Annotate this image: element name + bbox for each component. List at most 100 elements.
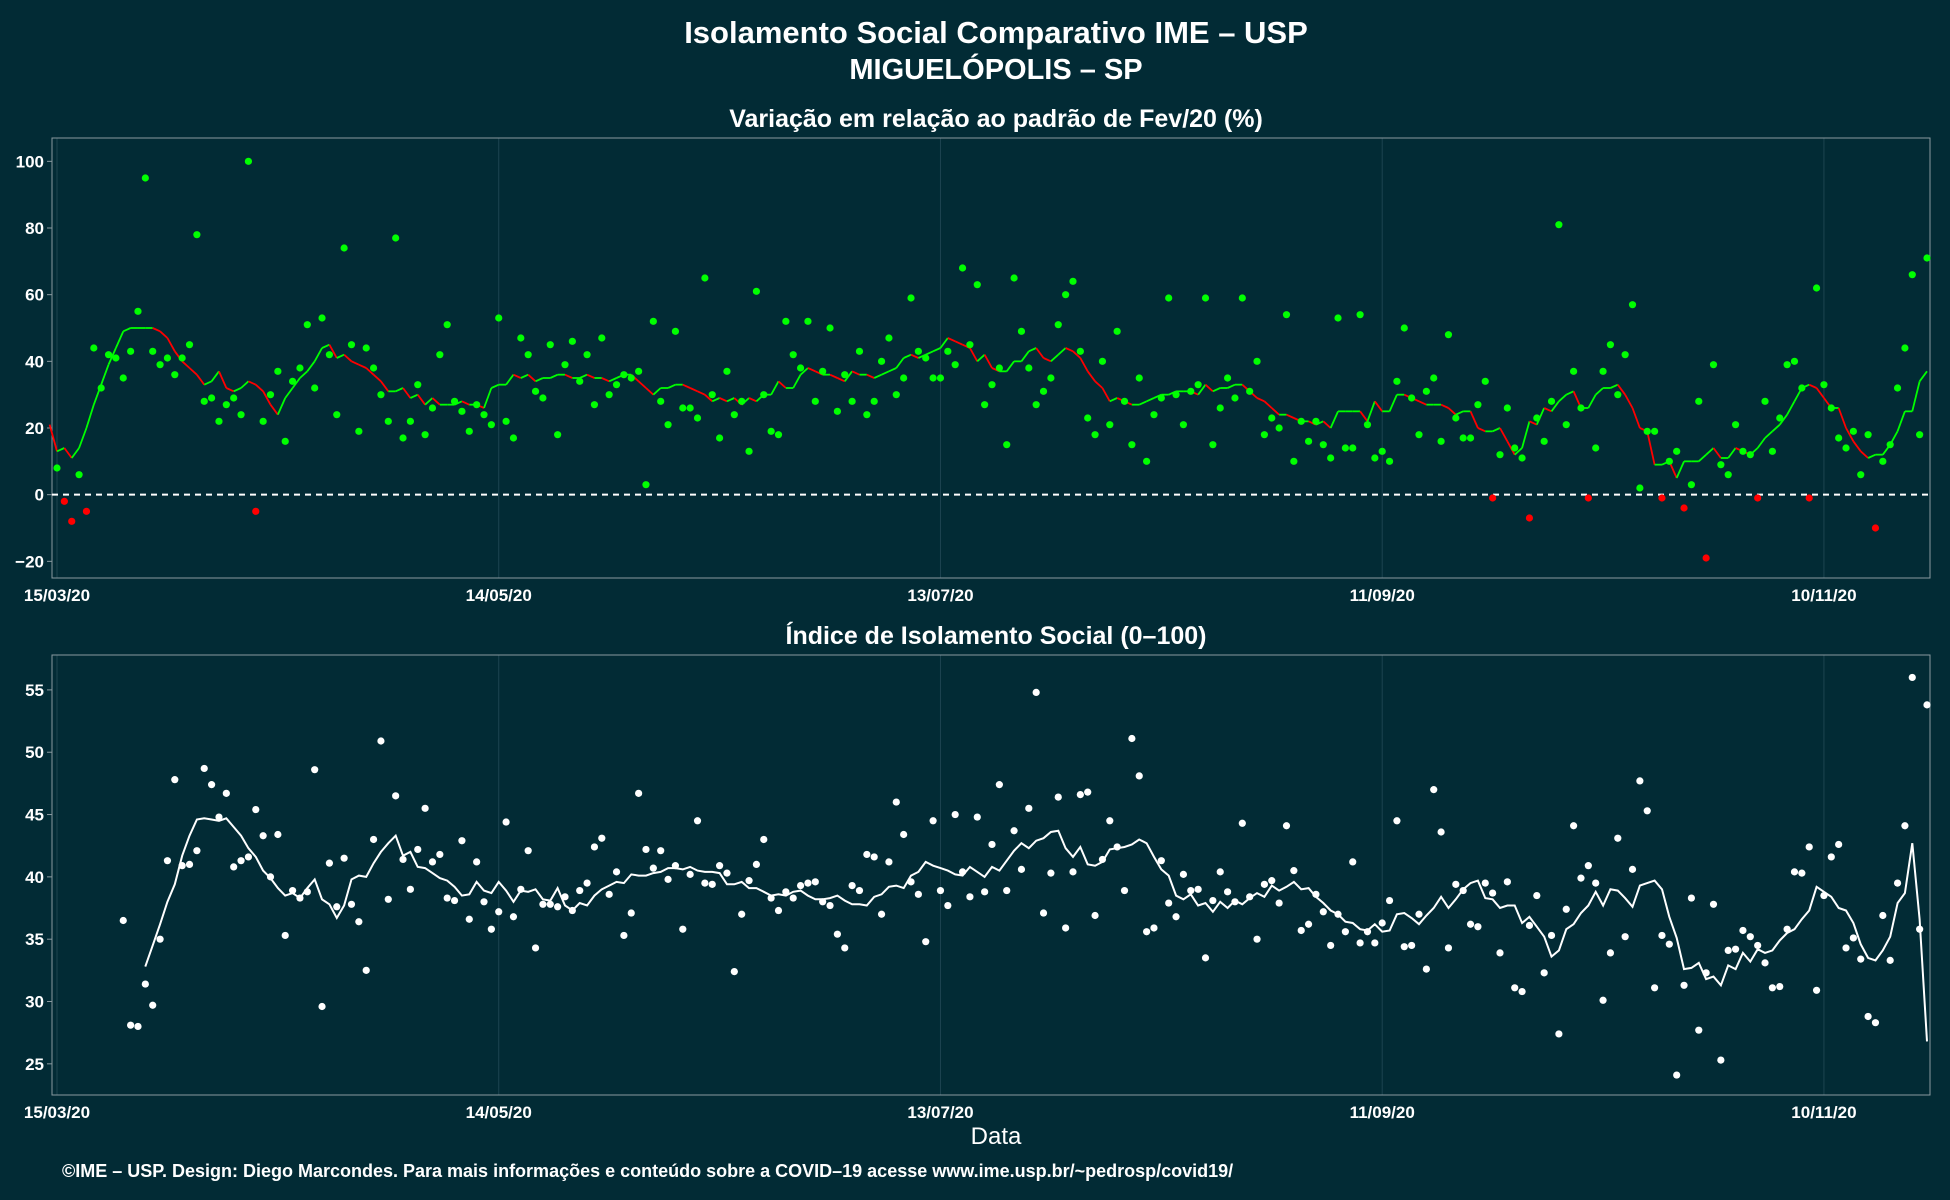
data-point bbox=[399, 434, 407, 442]
data-point bbox=[635, 789, 643, 797]
data-point bbox=[1430, 786, 1438, 794]
data-point bbox=[1304, 437, 1313, 445]
data-point bbox=[1223, 374, 1232, 382]
data-point bbox=[1341, 444, 1349, 452]
data-point bbox=[848, 397, 856, 405]
data-point bbox=[1039, 909, 1048, 917]
moving-average-segment bbox=[1286, 413, 1295, 419]
data-point bbox=[1739, 926, 1747, 935]
y-tick-label: 40 bbox=[25, 868, 44, 887]
page-title: Isolamento Social Comparativo IME – USP bbox=[684, 15, 1308, 50]
moving-average-segment bbox=[1595, 387, 1604, 396]
data-point bbox=[1621, 351, 1629, 359]
data-point bbox=[1886, 956, 1894, 964]
data-point bbox=[635, 367, 643, 375]
data-point bbox=[149, 347, 157, 355]
data-point bbox=[1842, 944, 1850, 952]
data-point bbox=[1857, 955, 1865, 963]
data-point bbox=[664, 875, 672, 883]
data-point bbox=[509, 913, 518, 921]
moving-average-segment bbox=[181, 360, 191, 369]
y-tick-label: 80 bbox=[25, 219, 44, 238]
moving-average-segment bbox=[748, 397, 757, 403]
data-point bbox=[1790, 357, 1799, 365]
data-point bbox=[1812, 986, 1821, 994]
data-point bbox=[325, 859, 334, 867]
data-point bbox=[1400, 943, 1408, 951]
data-point bbox=[1385, 896, 1394, 905]
moving-average-segment bbox=[505, 374, 515, 386]
data-point bbox=[127, 347, 135, 355]
data-point bbox=[1511, 444, 1519, 452]
data-point bbox=[517, 334, 525, 342]
data-point bbox=[892, 391, 900, 399]
data-point bbox=[1687, 481, 1696, 489]
data-point bbox=[1665, 457, 1673, 465]
moving-average-segment bbox=[1529, 420, 1538, 426]
data-point bbox=[185, 341, 194, 349]
data-point bbox=[1275, 899, 1283, 907]
moving-average-segment bbox=[196, 374, 205, 386]
data-point bbox=[605, 890, 613, 898]
data-point bbox=[1518, 987, 1526, 996]
data-point bbox=[303, 321, 311, 329]
data-point bbox=[1893, 384, 1902, 392]
moving-average-segment bbox=[1550, 400, 1560, 412]
moving-average-segment bbox=[1146, 397, 1155, 403]
data-point bbox=[311, 766, 319, 774]
data-point bbox=[1606, 341, 1615, 349]
data-point bbox=[715, 434, 724, 442]
data-point bbox=[156, 935, 164, 943]
data-point bbox=[1761, 959, 1769, 967]
moving-average-segment bbox=[100, 364, 110, 385]
data-point bbox=[1518, 454, 1526, 462]
moving-average-segment bbox=[122, 327, 131, 333]
moving-average-segment bbox=[1646, 431, 1656, 465]
moving-average-segment bbox=[1072, 350, 1081, 359]
x-tick-label: 15/03/20 bbox=[24, 586, 90, 605]
moving-average-segment bbox=[1558, 393, 1567, 403]
y-tick-label: 30 bbox=[25, 993, 44, 1012]
data-point bbox=[473, 401, 481, 409]
data-point bbox=[907, 294, 915, 302]
data-point bbox=[1886, 441, 1894, 449]
data-point bbox=[796, 881, 805, 890]
moving-average-segment bbox=[1587, 394, 1597, 409]
data-point bbox=[598, 834, 606, 842]
x-tick-label: 11/09/20 bbox=[1350, 586, 1415, 605]
moving-average-segment bbox=[1631, 407, 1641, 429]
data-point bbox=[1371, 454, 1379, 462]
data-point bbox=[428, 858, 437, 866]
data-point bbox=[1768, 984, 1776, 992]
data-point bbox=[789, 894, 797, 902]
moving-average-segment bbox=[608, 377, 617, 383]
data-point bbox=[804, 317, 812, 325]
data-point bbox=[1290, 867, 1298, 875]
data-point bbox=[1606, 949, 1615, 957]
data-point bbox=[1776, 414, 1784, 422]
moving-average-segment bbox=[358, 363, 367, 369]
data-point bbox=[1106, 817, 1114, 825]
data-point bbox=[1179, 870, 1188, 878]
moving-average-segment bbox=[969, 347, 979, 362]
data-point bbox=[1555, 1030, 1563, 1038]
data-point bbox=[1238, 819, 1246, 827]
moving-average-segment bbox=[56, 447, 65, 453]
moving-average-segment bbox=[1329, 410, 1339, 429]
data-point bbox=[347, 900, 356, 908]
data-point bbox=[1260, 431, 1269, 439]
data-point bbox=[995, 364, 1003, 372]
data-point bbox=[1128, 734, 1136, 743]
data-point bbox=[1062, 924, 1070, 932]
data-point bbox=[1179, 421, 1188, 429]
data-point bbox=[642, 845, 650, 854]
moving-average-segment bbox=[1815, 387, 1825, 399]
data-point bbox=[436, 850, 444, 859]
moving-average-segment bbox=[1469, 410, 1479, 429]
moving-average-segment bbox=[424, 397, 434, 406]
data-point bbox=[1687, 894, 1696, 902]
moving-average-line bbox=[144, 817, 1928, 1042]
moving-average-segment bbox=[807, 367, 816, 373]
data-point bbox=[392, 792, 400, 800]
data-point bbox=[1466, 434, 1475, 442]
